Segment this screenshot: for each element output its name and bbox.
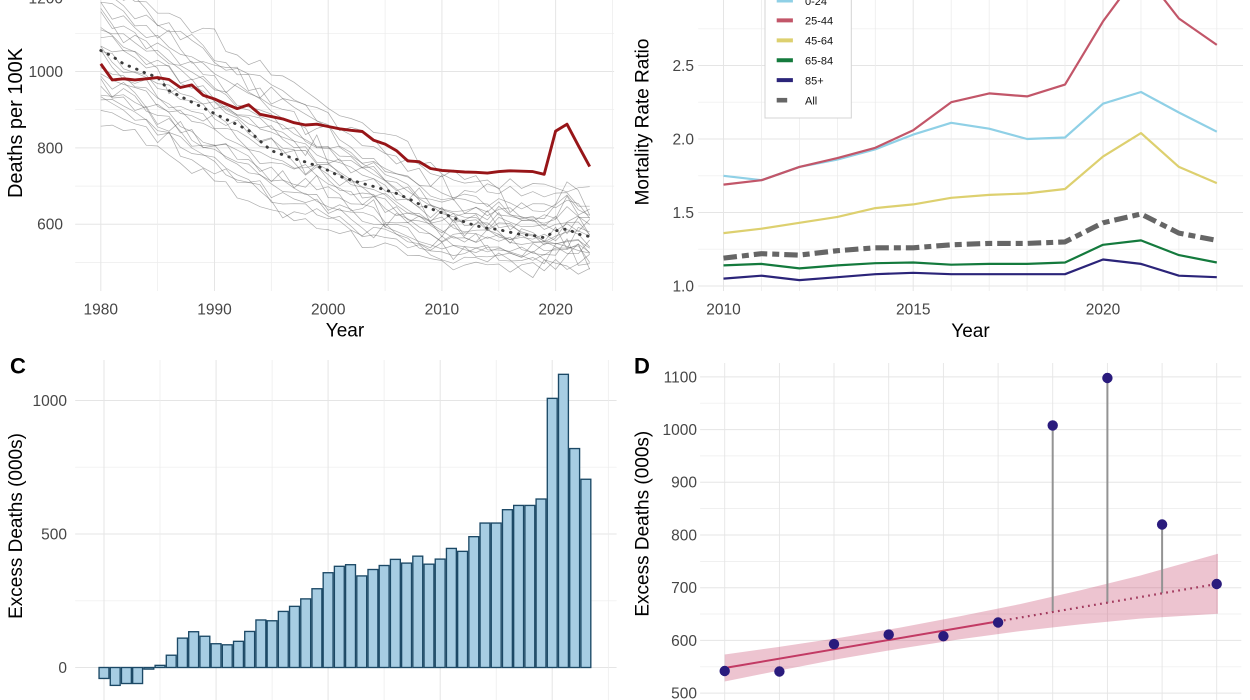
svg-text:1.0: 1.0 (672, 278, 694, 295)
svg-text:65-84: 65-84 (805, 56, 833, 68)
svg-text:2010: 2010 (706, 302, 741, 319)
svg-text:Excess Deaths (000s): Excess Deaths (000s) (6, 433, 27, 619)
svg-text:Excess Deaths (000s): Excess Deaths (000s) (633, 431, 654, 617)
svg-text:2010: 2010 (425, 302, 460, 319)
svg-text:D: D (634, 354, 650, 379)
svg-text:800: 800 (37, 140, 63, 157)
svg-text:1200: 1200 (29, 0, 64, 8)
svg-text:2020: 2020 (1086, 302, 1121, 319)
svg-text:800: 800 (671, 527, 697, 544)
svg-text:85+: 85+ (805, 75, 824, 87)
svg-text:1100: 1100 (664, 369, 698, 386)
svg-text:500: 500 (41, 526, 67, 543)
svg-text:1.5: 1.5 (672, 205, 694, 222)
svg-text:900: 900 (671, 475, 697, 492)
svg-text:2015: 2015 (896, 302, 930, 319)
svg-text:600: 600 (37, 217, 63, 234)
svg-text:2.5: 2.5 (672, 58, 694, 75)
svg-text:1990: 1990 (197, 302, 232, 319)
svg-text:1000: 1000 (29, 64, 64, 81)
svg-text:Mortality Rate Ratio: Mortality Rate Ratio (633, 39, 654, 206)
svg-text:All: All (805, 96, 817, 108)
svg-text:Year: Year (951, 321, 990, 342)
svg-text:700: 700 (671, 580, 697, 597)
svg-text:C: C (10, 354, 26, 379)
svg-text:Year: Year (326, 321, 365, 342)
svg-text:0: 0 (58, 660, 67, 677)
svg-text:45-64: 45-64 (805, 36, 833, 48)
svg-text:0-24: 0-24 (805, 0, 827, 8)
svg-text:1000: 1000 (33, 393, 68, 410)
svg-text:1980: 1980 (84, 302, 119, 319)
svg-text:2000: 2000 (311, 302, 346, 319)
svg-text:2020: 2020 (538, 302, 573, 319)
svg-text:25-44: 25-44 (805, 16, 833, 28)
svg-text:2.0: 2.0 (672, 131, 694, 148)
svg-text:1000: 1000 (663, 422, 698, 439)
svg-text:Deaths per 100K: Deaths per 100K (5, 47, 27, 198)
svg-text:500: 500 (671, 686, 697, 700)
svg-text:600: 600 (671, 633, 697, 650)
